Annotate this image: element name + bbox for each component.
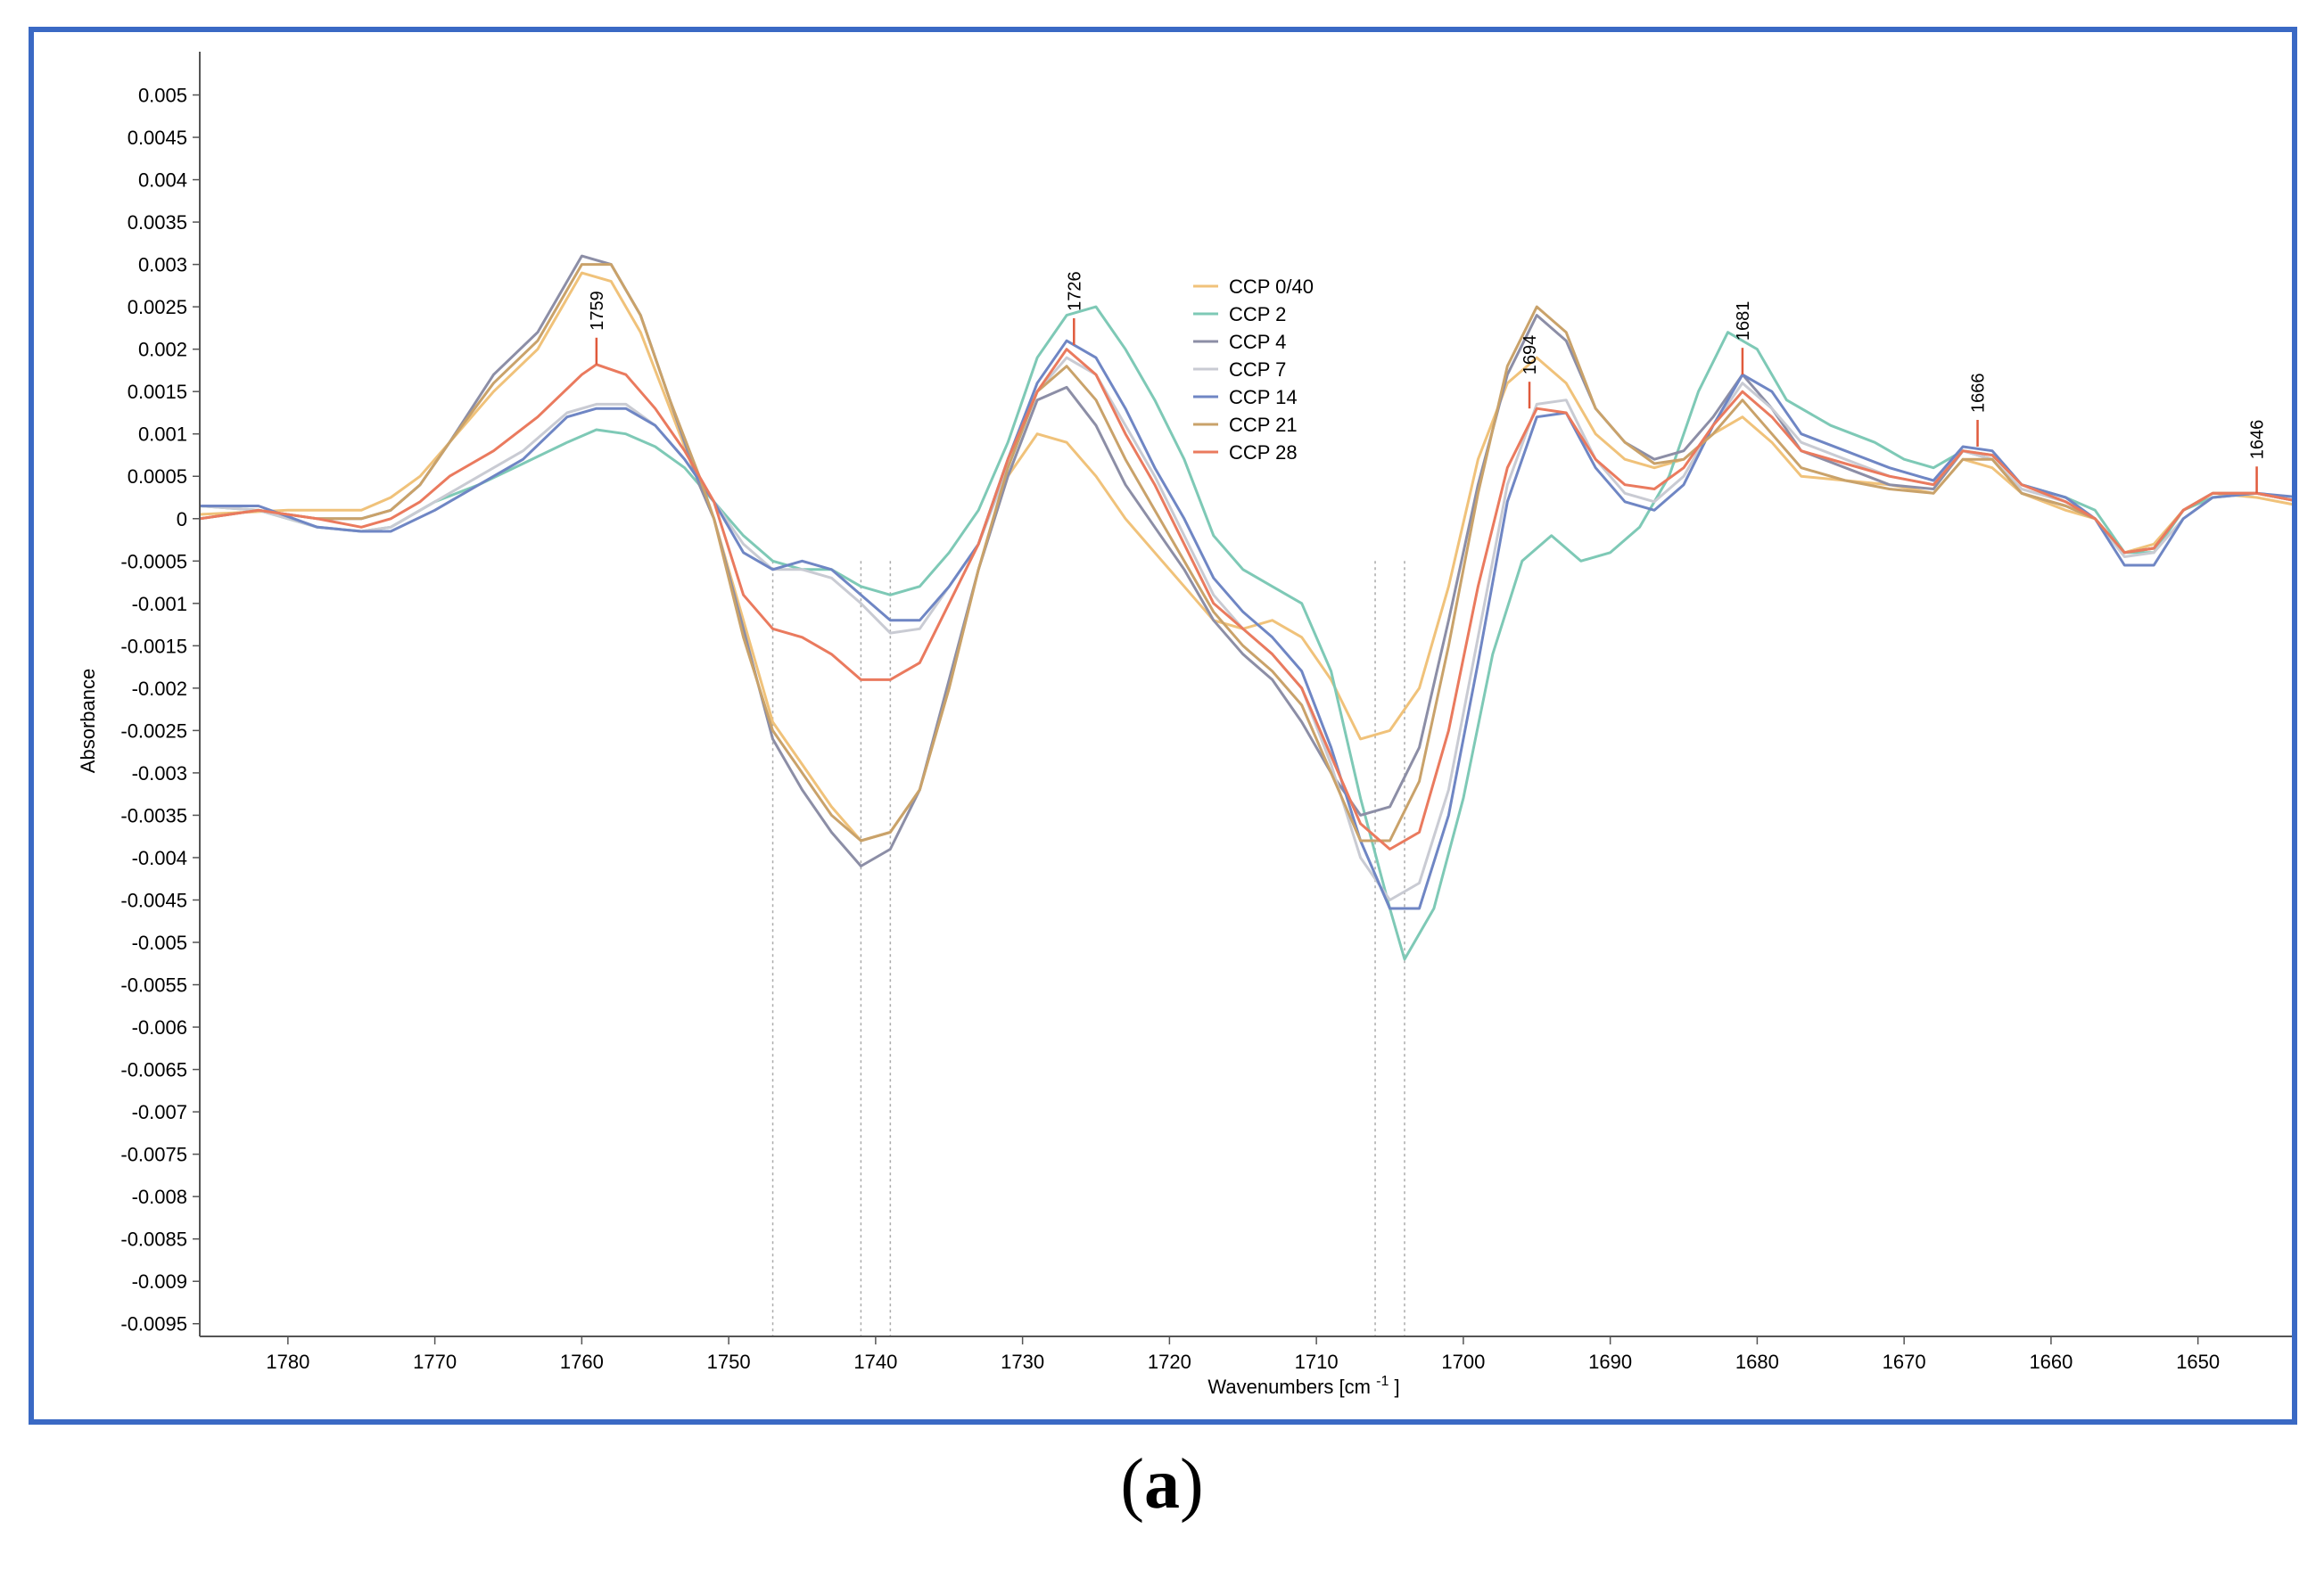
axes: 0.005 0.0045 0.004 0.0035 0.003 0.0025 0.002 0.… <box>77 52 2292 1398</box>
y-tick-label: -0.009 <box>132 1270 187 1293</box>
x-axis-title: Wavenumbers [cm -1 ] <box>1207 1374 1399 1398</box>
reference-lines <box>771 561 1405 1336</box>
y-tick-label: -0.0075 <box>120 1144 187 1166</box>
series-line-1 <box>199 305 2292 961</box>
chart-frame: 1759 1726 1694 1681 1666 1646 0.005 0.0045 0.00… <box>29 27 2297 1425</box>
series-line-5 <box>199 263 2292 842</box>
peak-label: 1646 <box>2248 420 2268 460</box>
y-tick-label: -0.008 <box>132 1186 187 1208</box>
y-tick-label: 0.0035 <box>128 211 187 234</box>
series-layer <box>199 254 2292 961</box>
y-tick-label: 0.0015 <box>128 381 187 403</box>
legend-label: CCP 4 <box>1229 331 1286 353</box>
legend-label: CCP 14 <box>1229 386 1298 408</box>
y-tick-label: -0.0035 <box>120 804 187 826</box>
peak-label: 1666 <box>1969 373 1989 413</box>
legend-label: CCP 28 <box>1229 441 1298 464</box>
caption-close-paren: ) <box>1180 1445 1204 1524</box>
y-tick-label: -0.0005 <box>120 550 187 572</box>
x-tick-label: 1680 <box>1735 1351 1779 1373</box>
y-tick-label: -0.005 <box>132 932 187 954</box>
y-tick-label: -0.0085 <box>120 1229 187 1251</box>
y-tick-label: -0.002 <box>132 678 187 700</box>
x-tick-label: 1740 <box>853 1351 897 1373</box>
caption-open-paren: ( <box>1120 1445 1144 1524</box>
x-tick-label: 1660 <box>2029 1351 2073 1373</box>
y-tick-label: 0.004 <box>138 169 187 192</box>
y-tick-label: 0.003 <box>138 254 187 276</box>
x-tick-label: 1700 <box>1441 1351 1485 1373</box>
series-line-6 <box>199 348 2292 851</box>
peak-label: 1681 <box>1734 301 1753 341</box>
x-tick-label: 1760 <box>560 1351 604 1373</box>
y-ticks: 0.005 0.0045 0.004 0.0035 0.003 0.0025 0.002 0.… <box>120 85 200 1336</box>
x-tick-label: 1780 <box>266 1351 309 1373</box>
x-tick-label: 1770 <box>413 1351 457 1373</box>
y-tick-label: -0.004 <box>132 847 187 869</box>
y-tick-label: -0.0015 <box>120 635 187 657</box>
legend: CCP 0/40 CCP 2 CCP 4 CCP 7 CCP 14 CCP 21 CCP 2… <box>1193 275 1314 464</box>
y-tick-label: -0.0025 <box>120 719 187 742</box>
y-tick-label: -0.006 <box>132 1016 187 1039</box>
y-tick-label: 0.002 <box>138 339 187 361</box>
y-tick-label: -0.007 <box>132 1101 187 1123</box>
y-tick-label: -0.003 <box>132 762 187 785</box>
y-tick-label: -0.0055 <box>120 974 187 997</box>
peak-annotations: 1759 1726 1694 1681 1666 1646 <box>588 271 2268 494</box>
series-line-4 <box>200 339 2292 910</box>
y-axis-title: Absorbance <box>77 669 99 773</box>
legend-label: CCP 21 <box>1229 414 1298 436</box>
y-tick-label: -0.0095 <box>120 1313 187 1336</box>
legend-label: CCP 2 <box>1229 303 1286 325</box>
x-tick-label: 1650 <box>2176 1351 2220 1373</box>
y-tick-label: 0.0025 <box>128 296 187 318</box>
peak-label: 1726 <box>1065 271 1084 311</box>
x-tick-label: 1670 <box>1883 1351 1926 1373</box>
x-tick-label: 1750 <box>707 1351 751 1373</box>
y-tick-label: 0.005 <box>138 85 187 107</box>
x-tick-label: 1720 <box>1148 1351 1191 1373</box>
legend-label: CCP 0/40 <box>1229 275 1314 298</box>
x-tick-label: 1730 <box>1001 1351 1044 1373</box>
x-ticks: 1780 1770 1760 1750 1740 1730 1720 1710 1700 1690… <box>266 1336 2220 1373</box>
x-tick-label: 1690 <box>1588 1351 1632 1373</box>
peak-label: 1694 <box>1520 335 1540 375</box>
y-tick-label: -0.0045 <box>120 889 187 911</box>
legend-label: CCP 7 <box>1229 358 1286 381</box>
peak-label: 1759 <box>588 291 607 331</box>
y-tick-label: 0.0045 <box>128 127 187 149</box>
figure-caption: (a) <box>0 1444 2324 1525</box>
y-tick-label: -0.0065 <box>120 1059 187 1081</box>
x-tick-label: 1710 <box>1295 1351 1339 1373</box>
y-tick-label: 0.001 <box>138 423 187 446</box>
y-tick-label: -0.001 <box>132 593 187 615</box>
y-tick-label: 0 <box>177 508 187 530</box>
y-tick-label: 0.0005 <box>128 465 187 488</box>
caption-letter: a <box>1144 1445 1180 1524</box>
